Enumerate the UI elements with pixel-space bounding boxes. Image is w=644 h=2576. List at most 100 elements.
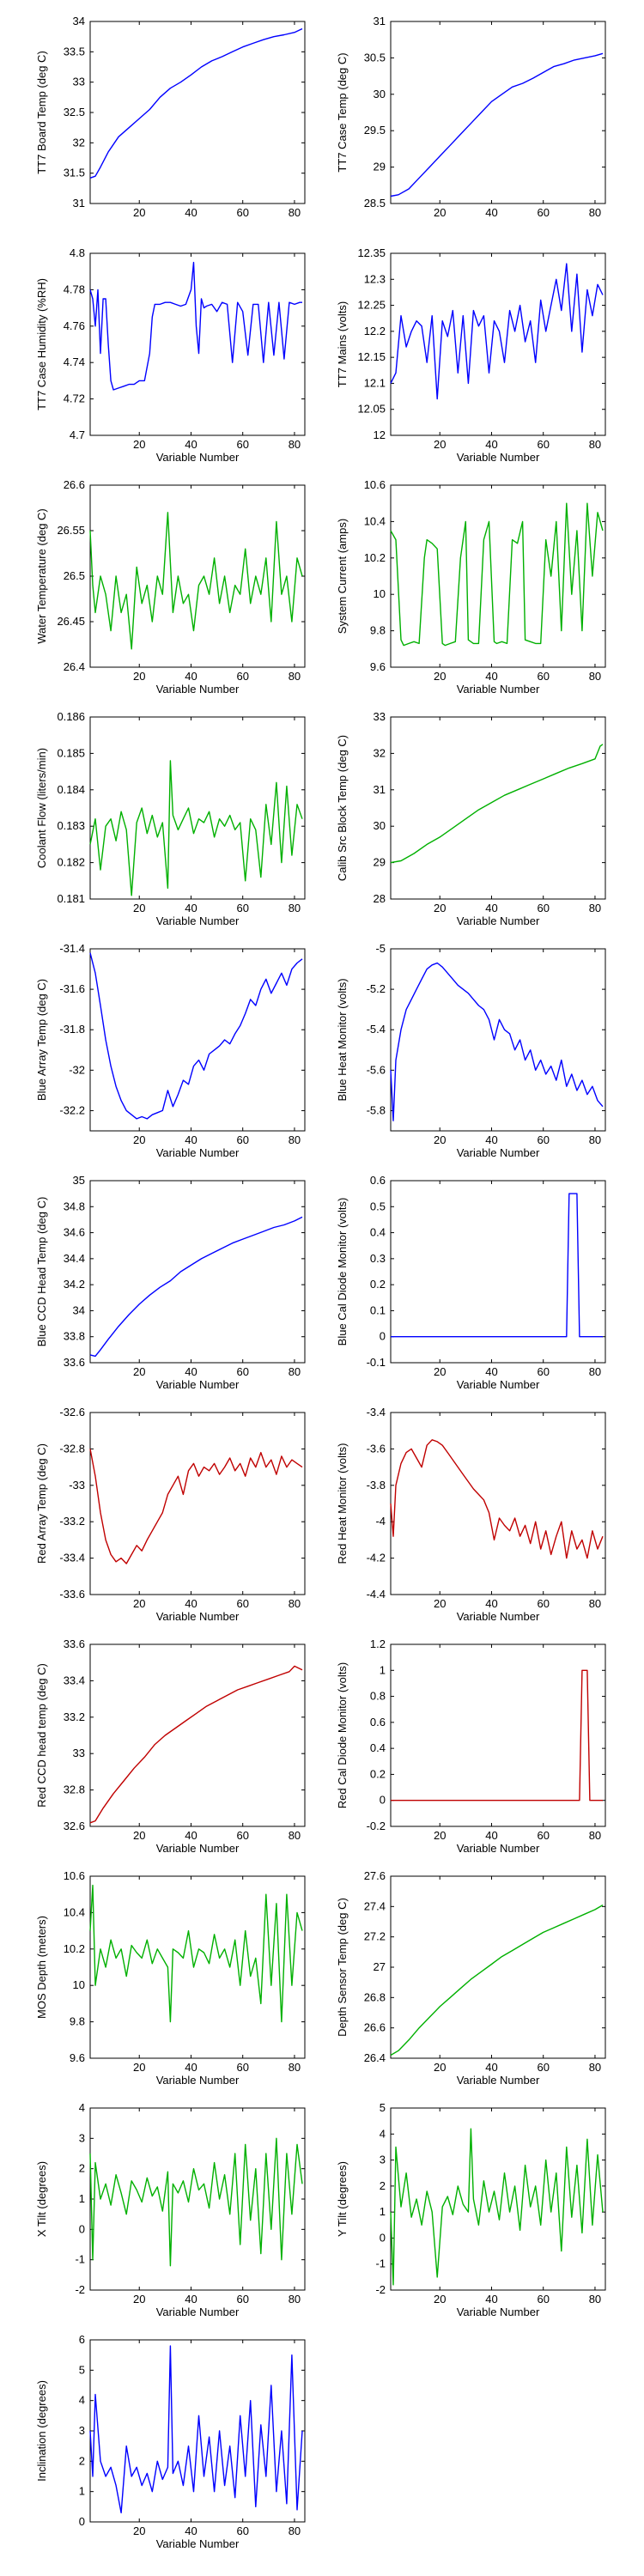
x-axis-label: Variable Number: [156, 1146, 240, 1159]
plot-frame: [390, 2107, 606, 2291]
y-axis-label: TT7 Board Temp (deg C): [35, 51, 48, 174]
x-tick-label: 80: [289, 1597, 301, 1610]
y-tick-label: 9.8: [70, 2015, 85, 2028]
y-tick-label: 0.3: [370, 1252, 386, 1265]
x-tick-label: 20: [133, 438, 145, 451]
series-line: [390, 1904, 604, 2057]
y-axis-label: Calib Src Block Temp (deg C): [336, 735, 349, 881]
y-tick-label: 32.6: [64, 1820, 85, 1832]
y-tick-label: 31: [374, 783, 386, 796]
series-line: [89, 261, 302, 391]
y-tick-label: 33.8: [64, 1330, 85, 1343]
y-tick-label: 12.35: [357, 246, 386, 259]
x-tick-label: 80: [589, 670, 601, 683]
y-tick-label: 1: [380, 2205, 386, 2218]
y-axis-label: TT7 Case Humidity (%RH): [35, 278, 48, 410]
y-axis-label: TT7 Case Temp (deg C): [336, 52, 349, 172]
x-tick-label: 60: [537, 206, 549, 219]
chart-8: 28 29 30 31 32 33 20 40 60 80 Variable Number Calib…: [336, 710, 606, 927]
x-tick-label: 20: [434, 206, 446, 219]
x-tick-label: 40: [485, 1829, 497, 1842]
y-tick-label: 26.6: [364, 2021, 386, 2034]
x-tick-label: 80: [289, 438, 301, 451]
x-axis-label: Variable Number: [156, 1842, 240, 1855]
y-tick-label: -31.4: [59, 942, 85, 955]
y-tick-label: 27.2: [364, 1930, 386, 1943]
y-tick-label: 10.6: [364, 478, 386, 491]
plot-frame: [89, 716, 306, 900]
y-tick-label: -2: [75, 2283, 85, 2296]
x-tick-label: 80: [589, 1365, 601, 1378]
y-tick-label: -3.6: [367, 1442, 386, 1455]
y-tick-label: 0.4: [370, 1226, 386, 1239]
y-tick-label: 0.2: [370, 1278, 386, 1291]
y-tick-label: -5.8: [367, 1103, 386, 1116]
y-tick-label: 0.185: [57, 746, 85, 759]
y-axis-label: Red CCD head temp (deg C): [35, 1663, 48, 1807]
chart-14: -4.4 -4.2 -4 -3.8 -3.6 -3.4 20 40 60 80 Variable N…: [336, 1406, 606, 1623]
x-axis-label: Variable Number: [457, 2306, 540, 2318]
y-tick-label: -31.8: [59, 1023, 85, 1036]
x-tick-label: 80: [589, 1829, 601, 1842]
x-tick-label: 20: [434, 1829, 446, 1842]
x-tick-label: 40: [185, 2061, 197, 2074]
plot-frame: [89, 1643, 306, 1827]
y-tick-label: 10.2: [364, 551, 386, 564]
x-tick-label: 20: [133, 206, 145, 219]
y-tick-label: 10: [374, 587, 386, 600]
series-line: [89, 1216, 303, 1358]
x-axis-label: Variable Number: [156, 1610, 240, 1623]
y-tick-label: 26.5: [64, 569, 85, 582]
y-tick-label: 34.8: [64, 1200, 85, 1212]
y-tick-label: 0: [79, 2222, 85, 2235]
y-tick-label: 34.6: [64, 1226, 85, 1239]
x-tick-label: 60: [537, 2293, 549, 2306]
x-tick-label: 20: [434, 670, 446, 683]
y-tick-label: 0.2: [370, 1767, 386, 1780]
y-axis-label: TT7 Mains (volts): [336, 301, 349, 387]
y-tick-label: 26.4: [64, 660, 85, 673]
y-tick-label: 4: [380, 2127, 386, 2140]
y-tick-label: 30: [374, 88, 386, 100]
y-axis-label: MOS Depth (meters): [35, 1916, 48, 2019]
y-tick-label: 33: [374, 710, 386, 723]
x-axis-label: Variable Number: [457, 1378, 540, 1391]
y-tick-label: 34.4: [64, 1252, 85, 1265]
y-tick-label: -3.4: [367, 1406, 386, 1419]
series-line: [390, 2128, 604, 2286]
y-tick-label: 10.2: [64, 1942, 85, 1955]
chart-10: -5.8 -5.6 -5.4 -5.2 -5 20 40 60 80 Variable Numbe…: [336, 942, 606, 1159]
x-tick-label: 40: [485, 1597, 497, 1610]
x-tick-label: 40: [485, 2293, 497, 2306]
series-line: [391, 1193, 603, 1338]
y-tick-label: -4.4: [367, 1588, 386, 1601]
y-tick-label: 33.2: [64, 1710, 85, 1723]
y-tick-label: 3: [380, 2154, 386, 2166]
y-tick-label: 4.76: [64, 319, 85, 332]
x-tick-label: 20: [133, 670, 145, 683]
y-tick-label: 1: [79, 2192, 85, 2205]
x-tick-label: 80: [289, 1365, 301, 1378]
chart-19: -2 -1 0 1 2 3 4 20 40 60 80 Variable Number X Tilt (…: [35, 2101, 306, 2318]
x-tick-label: 80: [289, 670, 301, 683]
x-tick-label: 20: [133, 1133, 145, 1146]
y-tick-label: 1: [79, 2485, 85, 2498]
y-tick-label: -4: [375, 1515, 386, 1528]
x-tick-label: 20: [133, 2524, 145, 2537]
y-tick-label: 12.2: [364, 325, 386, 337]
y-tick-label: 12: [374, 428, 386, 441]
y-tick-label: 32: [73, 136, 85, 149]
x-tick-label: 40: [485, 2061, 497, 2074]
x-axis-label: Variable Number: [156, 683, 240, 696]
series-line: [89, 1665, 303, 1824]
x-tick-label: 40: [485, 902, 497, 914]
x-tick-label: 80: [289, 902, 301, 914]
y-tick-label: 32.5: [64, 106, 85, 118]
y-tick-label: 0: [380, 1794, 386, 1807]
x-tick-label: 40: [485, 1133, 497, 1146]
plot-frame: [390, 484, 606, 668]
y-tick-label: -3.8: [367, 1479, 386, 1492]
plot-frame: [89, 1412, 306, 1595]
x-tick-label: 40: [185, 670, 197, 683]
x-tick-label: 80: [289, 2061, 301, 2074]
